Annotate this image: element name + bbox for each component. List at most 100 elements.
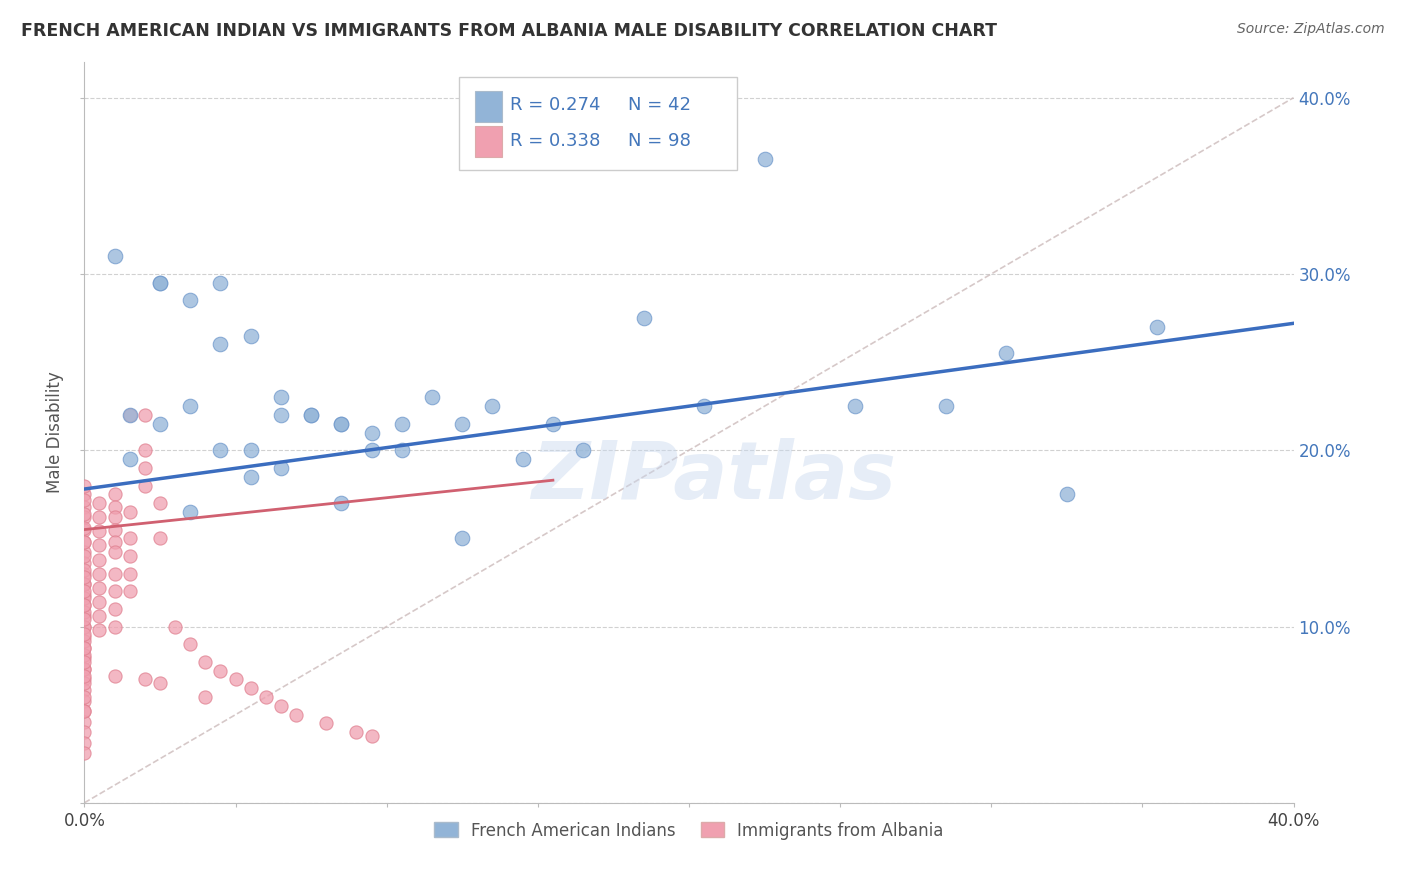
Point (73, 588, 96, 602)
Point (209, 664, 232, 678)
Point (89, 538, 111, 552)
Legend: French American Indians, Immigrants from Albania: French American Indians, Immigrants from… (427, 815, 950, 847)
Point (209, 337, 232, 351)
Point (73, 648, 96, 662)
Y-axis label: Male Disability: Male Disability (46, 372, 65, 493)
Point (89, 581, 111, 595)
Point (118, 452, 141, 467)
Point (73, 609, 96, 624)
Point (149, 532, 172, 546)
Point (391, 417, 413, 431)
Point (360, 729, 382, 743)
Point (633, 311, 655, 326)
Point (360, 443, 382, 458)
Point (73, 693, 96, 707)
Text: Source: ZipAtlas.com: Source: ZipAtlas.com (1237, 22, 1385, 37)
Point (134, 443, 156, 458)
Point (149, 676, 172, 690)
Point (995, 346, 1018, 360)
Point (118, 549, 141, 563)
Point (73, 487, 96, 501)
Point (104, 535, 127, 549)
Text: ZIPatlas: ZIPatlas (530, 438, 896, 516)
Point (73, 673, 96, 687)
Point (73, 612, 96, 626)
Point (73, 591, 96, 606)
Point (73, 690, 96, 704)
Point (73, 545, 96, 559)
Point (391, 443, 413, 458)
Point (330, 417, 353, 431)
Point (73, 747, 96, 761)
Point (179, 293, 201, 308)
Point (89, 566, 111, 581)
Point (73, 704, 96, 718)
Point (73, 714, 96, 729)
Point (89, 609, 111, 624)
Point (754, 153, 776, 167)
Point (693, 399, 716, 413)
Point (104, 545, 127, 559)
Point (104, 523, 127, 537)
Point (73, 619, 96, 633)
Point (104, 669, 127, 683)
FancyBboxPatch shape (460, 78, 737, 169)
Point (73, 535, 96, 549)
Point (285, 707, 308, 722)
Text: FRENCH AMERICAN INDIAN VS IMMIGRANTS FROM ALBANIA MALE DISABILITY CORRELATION CH: FRENCH AMERICAN INDIAN VS IMMIGRANTS FRO… (21, 22, 997, 40)
Point (73, 725, 96, 739)
Point (73, 521, 96, 535)
Point (270, 390, 292, 404)
Bar (475, 126, 502, 157)
Point (73, 662, 96, 676)
Point (270, 408, 292, 422)
Point (104, 584, 127, 599)
Point (73, 563, 96, 577)
Point (118, 532, 141, 546)
Point (73, 704, 96, 718)
Point (89, 552, 111, 566)
Point (89, 524, 111, 539)
Point (254, 690, 277, 704)
Point (73, 669, 96, 683)
Point (165, 619, 187, 633)
Point (104, 602, 127, 616)
Point (73, 556, 96, 570)
Point (149, 276, 172, 290)
Point (73, 523, 96, 537)
Point (270, 698, 292, 713)
Point (451, 532, 474, 546)
Point (194, 655, 217, 669)
Text: N = 42: N = 42 (628, 96, 692, 114)
Text: N = 98: N = 98 (628, 132, 692, 150)
Point (346, 725, 368, 739)
Point (239, 469, 262, 483)
Text: R = 0.338: R = 0.338 (510, 132, 600, 150)
Point (73, 662, 96, 676)
Point (73, 478, 96, 492)
Bar (475, 91, 502, 121)
Point (73, 626, 96, 640)
Point (512, 452, 534, 467)
Point (73, 640, 96, 655)
Point (118, 505, 141, 519)
Point (572, 443, 595, 458)
Point (118, 584, 141, 599)
Point (104, 500, 127, 514)
Point (239, 328, 262, 343)
Point (844, 399, 866, 413)
Point (935, 399, 957, 413)
Point (73, 676, 96, 690)
Point (330, 496, 353, 510)
Point (134, 673, 156, 687)
Point (209, 443, 232, 458)
Point (194, 690, 217, 704)
Point (104, 249, 127, 263)
Point (73, 492, 96, 507)
Point (104, 619, 127, 633)
Point (451, 417, 474, 431)
Point (299, 408, 322, 422)
Point (225, 673, 247, 687)
Point (73, 633, 96, 648)
Point (299, 408, 322, 422)
